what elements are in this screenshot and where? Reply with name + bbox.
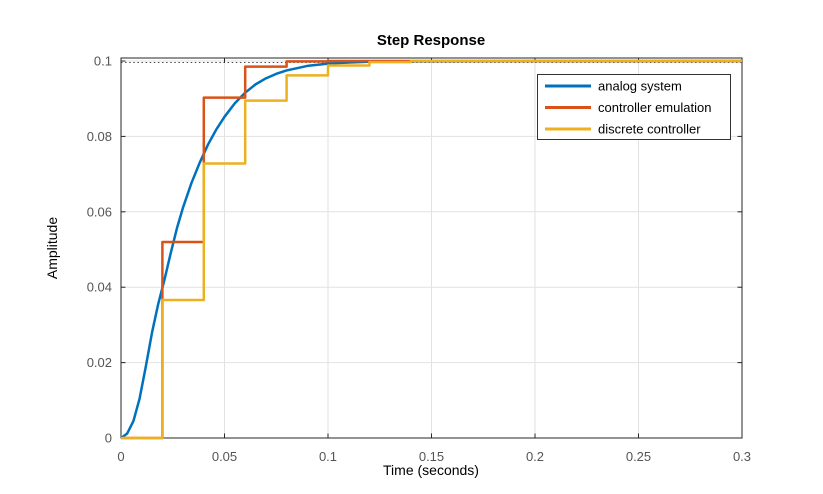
y-tick-label: 0.04 [87, 280, 112, 295]
x-tick-label: 0.25 [626, 449, 651, 464]
series-discrete-controller [121, 59, 742, 440]
y-tick-label: 0.06 [87, 204, 112, 219]
x-tick-label: 0.3 [733, 449, 751, 464]
x-tick-label: 0.15 [419, 449, 444, 464]
x-tick-label: 0.1 [319, 449, 337, 464]
x-tick-label: 0.05 [212, 449, 237, 464]
legend-label-controller-emulation: controller emulation [598, 100, 711, 115]
series-analog-system [120, 59, 743, 440]
x-axis-label: Time (seconds) [383, 462, 479, 478]
x-tick-label: 0.2 [526, 449, 544, 464]
legend-label-discrete-controller: discrete controller [598, 122, 701, 137]
series-controller-emulation [121, 59, 742, 440]
tick-label-layer: 0 0.05 0.1 0.15 0.2 0.25 0.3 0 0.02 0.04 0.06 0.08 0… [87, 54, 751, 464]
legend: analog system controller emulation discr… [537, 74, 731, 140]
y-tick-label: 0.1 [94, 54, 112, 69]
y-tick-label: 0.08 [87, 129, 112, 144]
y-axis-label: Amplitude [44, 217, 60, 279]
chart-title: Step Response [377, 32, 485, 49]
series-layer [120, 59, 743, 440]
legend-label-analog-system: analog system [598, 79, 682, 94]
y-tick-label: 0 [105, 431, 112, 446]
x-tick-label: 0 [117, 449, 124, 464]
y-tick-label: 0.02 [87, 355, 112, 370]
